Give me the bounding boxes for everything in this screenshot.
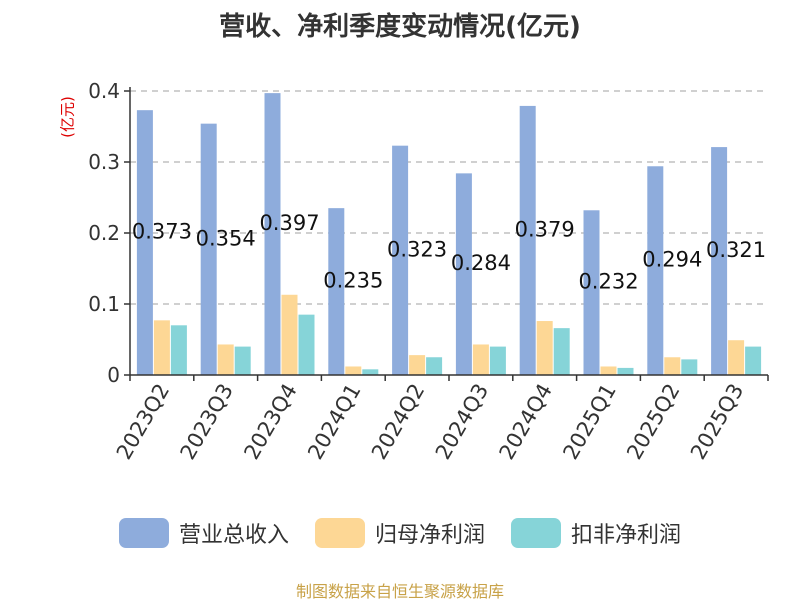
bar-2025Q3-series-1 bbox=[728, 340, 745, 375]
bar-2025Q1-series-2 bbox=[617, 367, 634, 375]
x-tick-label: 2023Q2 bbox=[112, 380, 174, 464]
y-tick-label: 0.1 bbox=[88, 292, 120, 316]
data-label-2025Q1: 0.232 bbox=[578, 270, 638, 294]
bar-2024Q1-series-2 bbox=[362, 369, 379, 375]
legend-label-net-profit: 归母净利润 bbox=[374, 523, 485, 548]
bar-2025Q2-series-0 bbox=[647, 166, 664, 375]
bar-2023Q3-series-1 bbox=[217, 344, 234, 375]
bar-2024Q2-series-2 bbox=[426, 357, 443, 375]
data-label-2025Q2: 0.294 bbox=[642, 248, 702, 272]
data-label-2023Q2: 0.373 bbox=[132, 220, 192, 244]
bar-2024Q1-series-0 bbox=[328, 208, 345, 375]
legend-item-revenue[interactable]: 营业总收入 bbox=[118, 517, 289, 549]
bar-2024Q3-series-0 bbox=[455, 173, 472, 375]
bar-2025Q3-series-2 bbox=[745, 346, 762, 375]
bars bbox=[136, 93, 762, 376]
bar-2025Q1-series-0 bbox=[583, 210, 600, 375]
bar-2023Q2-series-1 bbox=[153, 320, 170, 375]
data-label-2024Q1: 0.235 bbox=[323, 269, 383, 293]
bar-2024Q2-series-0 bbox=[392, 145, 409, 375]
legend: 营业总收入 归母净利润 扣非净利润 bbox=[0, 517, 800, 549]
bar-2024Q4-series-2 bbox=[553, 328, 570, 375]
x-tick-label: 2025Q2 bbox=[622, 380, 684, 464]
x-tick-label: 2023Q4 bbox=[239, 380, 301, 464]
source-note: 制图数据来自恒生聚源数据库 bbox=[295, 582, 504, 601]
legend-label-revenue: 营业总收入 bbox=[178, 523, 289, 548]
data-label-2023Q3: 0.354 bbox=[196, 226, 256, 250]
legend-swatch-net-profit bbox=[314, 518, 365, 548]
x-tick-label: 2023Q3 bbox=[176, 380, 238, 464]
chart-title: 营收、净利季度变动情况(亿元) bbox=[219, 12, 581, 42]
bar-2023Q3-series-0 bbox=[200, 123, 217, 375]
bar-2024Q3-series-1 bbox=[472, 344, 489, 375]
x-tick-label: 2025Q3 bbox=[686, 380, 748, 464]
bar-2023Q4-series-2 bbox=[298, 314, 315, 375]
bar-2023Q4-series-1 bbox=[281, 294, 298, 375]
y-tick-label: 0.3 bbox=[88, 150, 120, 174]
grid-lines bbox=[130, 90, 768, 305]
x-tick-label: 2024Q3 bbox=[431, 380, 493, 464]
bar-2023Q3-series-2 bbox=[234, 346, 251, 375]
bar-2024Q4-series-0 bbox=[519, 105, 536, 375]
bar-2024Q2-series-1 bbox=[409, 355, 426, 375]
x-tick-label: 2024Q4 bbox=[495, 380, 557, 464]
bar-2025Q2-series-1 bbox=[664, 357, 681, 375]
x-tick-label: 2025Q1 bbox=[558, 380, 620, 464]
x-tick-label: 2024Q2 bbox=[367, 380, 429, 464]
data-label-2024Q3: 0.284 bbox=[451, 251, 511, 275]
y-tick-label: 0 bbox=[107, 363, 120, 387]
bar-2024Q1-series-1 bbox=[345, 366, 362, 375]
legend-item-deducted-net-profit[interactable]: 扣非净利润 bbox=[511, 517, 681, 549]
legend-swatch-deducted-net-profit bbox=[511, 518, 561, 548]
x-tick-label: 2024Q1 bbox=[303, 380, 365, 464]
legend-label-deducted-net-profit: 扣非净利润 bbox=[571, 523, 682, 548]
bar-2024Q3-series-2 bbox=[489, 346, 506, 375]
bar-2025Q2-series-2 bbox=[681, 359, 698, 375]
data-label-2024Q4: 0.379 bbox=[515, 217, 575, 241]
data-label-2025Q3: 0.321 bbox=[706, 238, 766, 262]
y-tick-label: 0.4 bbox=[88, 79, 120, 103]
bar-2025Q3-series-0 bbox=[711, 147, 728, 375]
bar-2023Q2-series-0 bbox=[136, 110, 153, 376]
bar-2023Q4-series-0 bbox=[264, 93, 281, 375]
bar-2023Q2-series-2 bbox=[170, 325, 187, 375]
y-tick-label: 0.2 bbox=[88, 221, 120, 245]
legend-swatch-revenue bbox=[118, 518, 169, 548]
legend-item-net-profit[interactable]: 归母净利润 bbox=[314, 517, 485, 549]
bar-2024Q4-series-1 bbox=[536, 321, 553, 375]
data-label-2024Q2: 0.323 bbox=[387, 237, 447, 261]
data-label-2023Q4: 0.397 bbox=[259, 211, 319, 235]
bar-2025Q1-series-1 bbox=[600, 366, 617, 375]
